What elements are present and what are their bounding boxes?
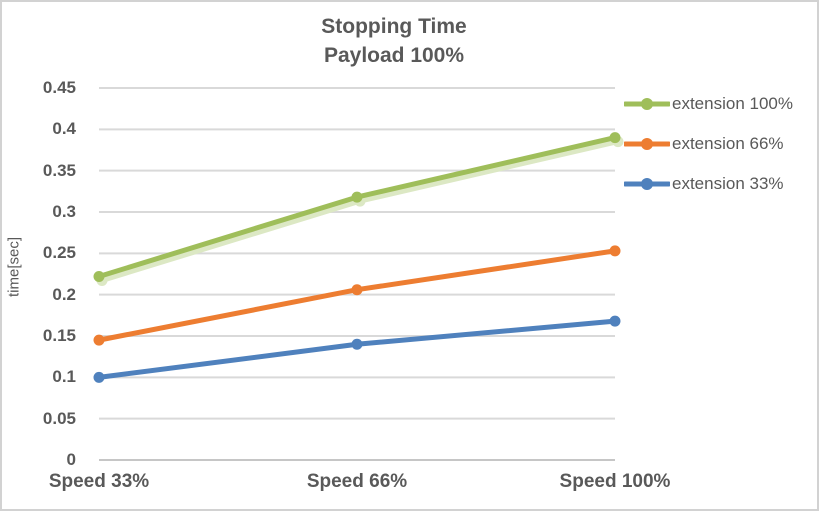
x-category-label: Speed 100%: [559, 471, 671, 492]
y-tick-label: 0.3: [52, 202, 76, 221]
legend-item-extension-66-: extension 66%: [624, 124, 814, 164]
legend-label: extension 100%: [672, 94, 793, 113]
y-tick-label: 0.2: [52, 284, 76, 304]
x-category-label: Speed 66%: [306, 471, 408, 492]
data-point-marker: [609, 245, 621, 257]
data-point-marker: [93, 371, 105, 383]
y-tick-label: 0: [66, 450, 76, 469]
legend-item-extension-33-: extension 33%: [624, 164, 814, 204]
data-point-marker: [93, 270, 105, 282]
legend-item-extension-100-: extension 100%: [624, 84, 814, 124]
x-category-label: Speed 33%: [48, 471, 150, 492]
legend-marker-icon: [624, 98, 670, 110]
y-tick-label: 0.1: [52, 367, 76, 387]
chart-title-line-2: Payload 100%: [323, 44, 465, 67]
data-point-marker: [93, 334, 105, 346]
y-tick-label: 0.25: [42, 243, 76, 263]
data-point-marker: [609, 315, 621, 327]
legend-marker-icon: [624, 178, 670, 190]
legend-label: extension 33%: [672, 174, 784, 193]
data-point-marker: [609, 132, 621, 144]
legend: extension 100% extension 66% extension 33%: [624, 84, 814, 204]
chart-title: Stopping Time Payload 100%: [2, 12, 786, 70]
legend-label: extension 66%: [672, 134, 784, 153]
y-tick-label: 0.45: [42, 78, 76, 97]
legend-marker-icon: [624, 138, 670, 150]
data-point-marker: [351, 284, 363, 296]
chart-title-line-1: Stopping Time: [321, 15, 467, 38]
y-tick-label: 0.4: [52, 119, 76, 139]
y-tick-label: 0.15: [42, 326, 76, 345]
data-point-marker: [351, 191, 363, 203]
data-point-marker: [351, 338, 363, 350]
y-tick-label: 0.05: [42, 408, 76, 428]
y-tick-label: 0.35: [42, 160, 76, 180]
